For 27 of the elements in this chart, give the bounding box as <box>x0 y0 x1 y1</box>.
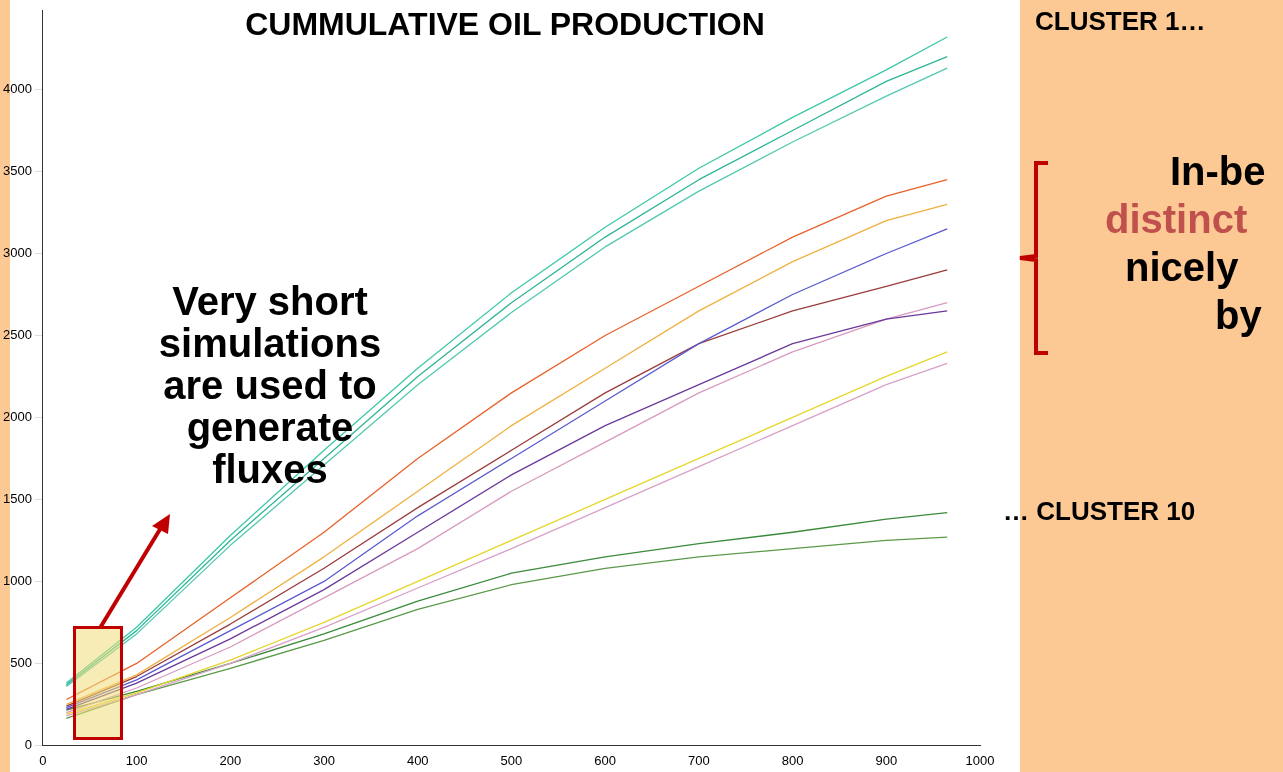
text: distinct <box>1105 197 1249 241</box>
text: In-be <box>1170 149 1267 193</box>
text: CLUSTER 1… <box>1035 6 1207 36</box>
x-tick-label: 200 <box>219 752 242 768</box>
y-tick-label: 500 <box>10 654 32 670</box>
y-tick-label: 2500 <box>3 327 32 343</box>
y-tick-label: 1000 <box>3 573 32 588</box>
y-tick-label: 3000 <box>3 245 32 261</box>
x-tick-label: 800 <box>781 752 804 768</box>
x-tick-label: 700 <box>688 752 710 768</box>
y-tick-label: 4000 <box>3 81 32 97</box>
x-tick-label: 400 <box>406 752 429 768</box>
y-tick-label: 1500 <box>3 491 32 507</box>
y-tick-label: 3500 <box>3 163 32 179</box>
text: … CLUSTER 10 <box>1003 496 1197 526</box>
x-tick-label: 0 <box>39 752 47 768</box>
y-tick-label: 0 <box>24 736 32 752</box>
x-tick-label: 500 <box>500 752 523 768</box>
chart-title: CUMMULATIVE OIL PRODUCTION <box>244 6 766 43</box>
text: nicely <box>1125 245 1240 289</box>
x-tick-label: 1000 <box>965 752 995 768</box>
x-tick-label: 600 <box>594 752 617 768</box>
x-tick-label: 100 <box>125 752 148 768</box>
text: by <box>1215 293 1263 337</box>
y-tick-label: 2000 <box>3 409 32 425</box>
x-tick-label: 300 <box>313 752 335 768</box>
x-tick-label: 900 <box>875 752 898 768</box>
